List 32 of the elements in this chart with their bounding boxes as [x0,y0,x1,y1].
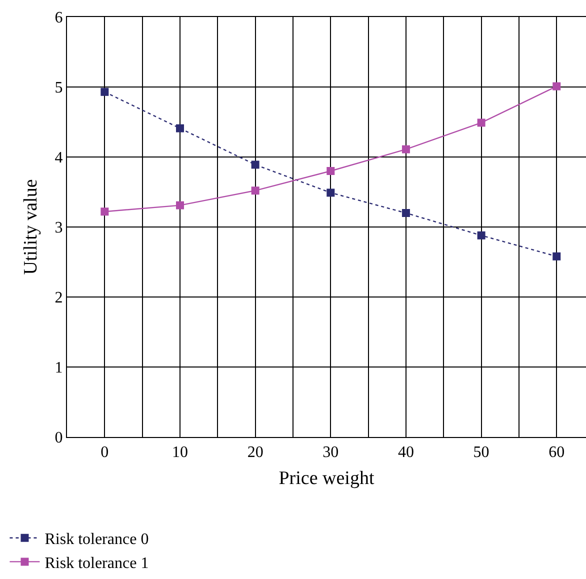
legend-label: Risk tolerance 1 [44,554,149,572]
y-tick-label: 6 [54,10,63,27]
y-tick-label: 5 [54,80,63,97]
x-tick-label: 0 [100,444,109,462]
x-tick-label: 40 [398,444,414,462]
x-tick-label: 30 [322,444,339,462]
point [326,167,335,175]
y-tick-label: 3 [54,220,63,237]
x-axis-title: Price weight [278,468,375,489]
point [251,186,260,195]
point [477,118,486,127]
y-axis-title: Utility value [20,179,42,275]
point [176,201,184,210]
point [552,252,561,260]
x-tick-label: 60 [548,444,565,462]
y-tick-label: 2 [54,290,63,307]
x-tick-label: 50 [473,444,490,462]
y-tick-label: 0 [54,430,63,447]
point [100,88,109,96]
x-tick-label: 20 [247,444,264,462]
point [176,124,184,132]
x-tick-label: 10 [172,444,188,462]
y-tick-label: 4 [54,150,63,167]
point [402,209,410,217]
point [326,188,335,197]
point [477,231,486,240]
point [552,82,561,90]
point [100,208,109,216]
point [251,160,260,169]
legend-label: Risk tolerance 0 [44,531,149,548]
point [402,145,410,154]
y-tick-label: 1 [54,360,63,377]
